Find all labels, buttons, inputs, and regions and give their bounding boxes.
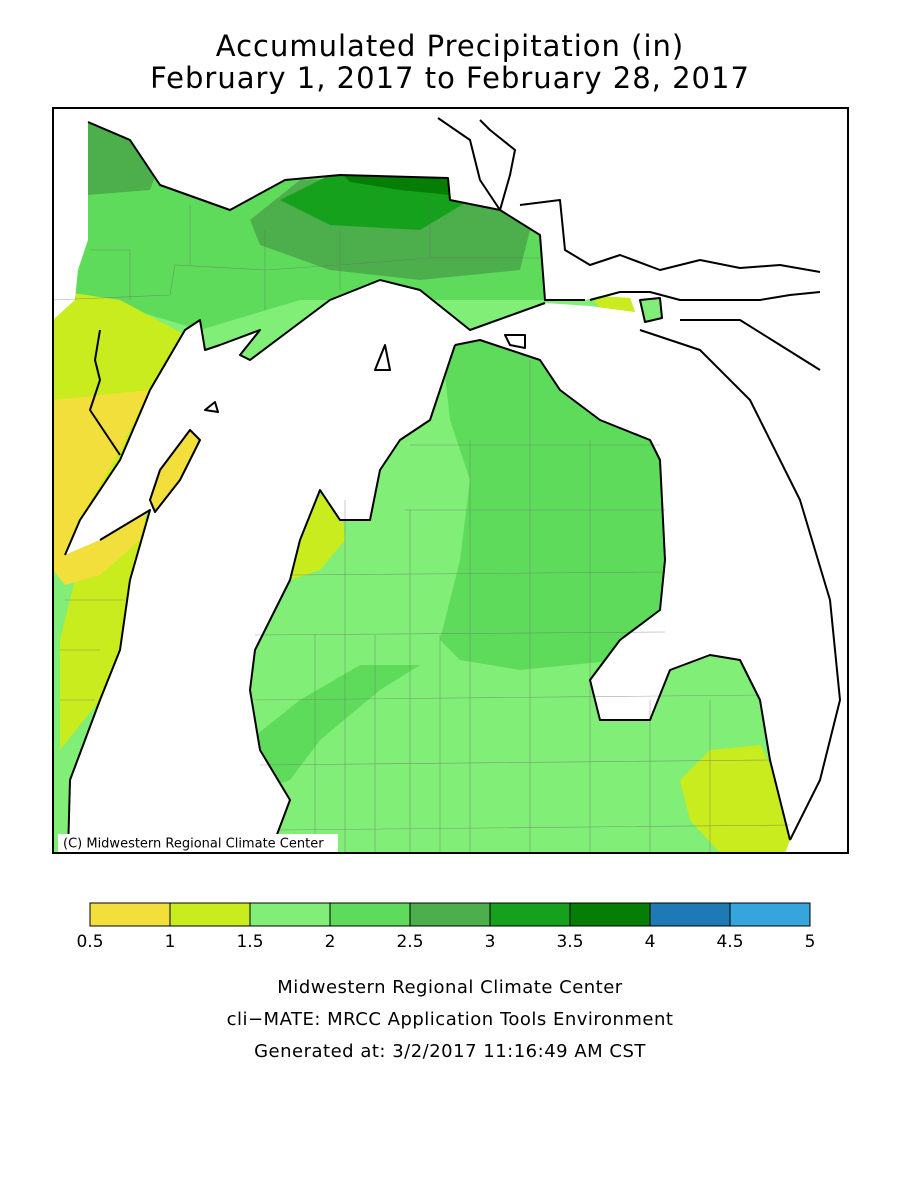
zone [88,122,180,195]
zone [140,420,200,510]
footer-line: cli−MATE: MRCC Application Tools Environ… [227,1009,674,1030]
legend-swatch [649,902,731,927]
coastlines [64,117,841,854]
map-frame [52,107,849,854]
precip-zones [53,122,790,853]
subtitle: February 1, 2017 to February 28, 2017 [150,61,750,95]
zone [290,490,345,580]
copyright: (C) Midwestern Regional Climate Center [63,837,324,852]
legend-tick-label: 3.5 [556,932,583,952]
legend-swatch [89,902,171,927]
zone [53,390,150,530]
legend-tick-label: 2.5 [396,932,423,952]
zone [440,330,680,670]
legend-swatch [729,902,811,927]
zone [250,665,420,790]
legend-tick-label: 2 [325,932,336,952]
legend: 0.5 1 1.5 2 2.5 3 3.5 4 4.5 5 [76,902,816,952]
footer-line: Generated at: 3/2/2017 11:16:49 AM CST [254,1041,646,1062]
legend-tick-label: 1.5 [236,932,263,952]
copyright-box [58,834,338,852]
legend-tick-label: 4 [645,932,656,952]
legend-swatch [569,902,651,927]
legend-tick-label: 3 [485,932,496,952]
zone [590,296,635,315]
legend-tick-label: 1 [165,932,176,952]
legend-tick-label: 4.5 [716,932,743,952]
legend-swatch [169,902,251,927]
legend-tick-label: 5 [805,932,816,952]
legend-swatch [409,902,491,927]
legend-tick-label: 0.5 [76,932,103,952]
legend-swatch [249,902,331,927]
legend-swatch [489,902,571,927]
county-lines [52,200,791,853]
title: Accumulated Precipitation (in) [216,29,684,63]
footer-line: Midwestern Regional Climate Center [277,977,623,998]
legend-swatch [329,902,411,927]
